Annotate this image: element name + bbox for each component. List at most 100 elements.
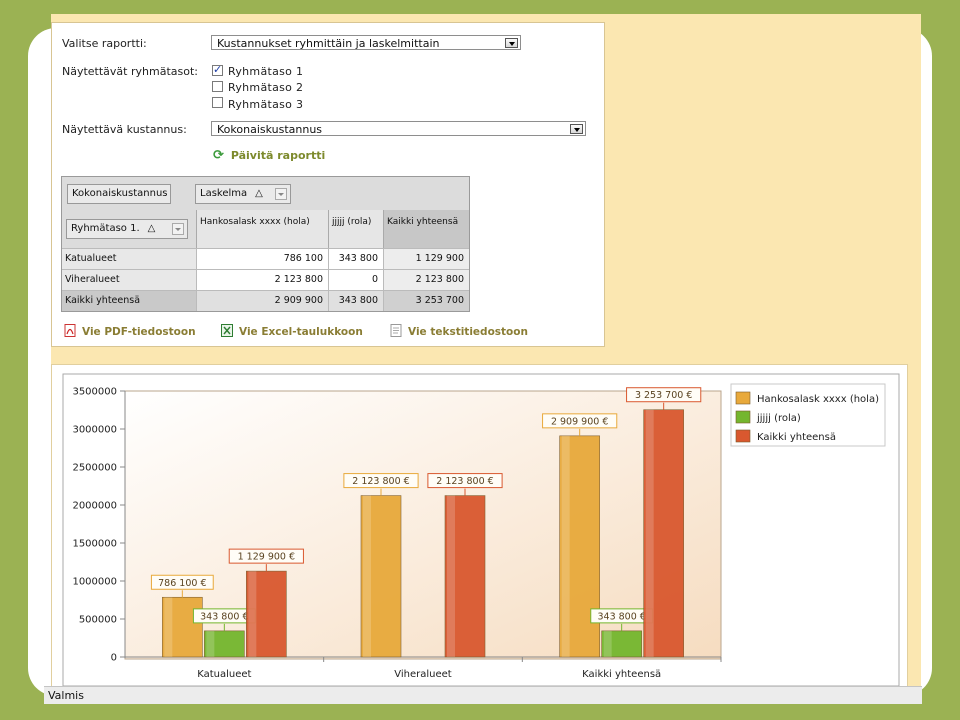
level-1-checkbox[interactable] — [212, 63, 223, 76]
data-label-box — [150, 574, 214, 590]
table-cell: 2 909 900 — [196, 290, 328, 311]
report-select[interactable]: Kustannukset ryhmittäin ja laskelmittain — [211, 35, 521, 50]
y-tick-label: 2000000 — [72, 501, 117, 512]
pivot-row-field-label: Ryhmätaso 1. — [71, 223, 140, 234]
data-label-box — [343, 473, 419, 489]
data-label: 2 123 800 € — [436, 476, 493, 487]
legend-label: Kaikki yhteensä — [757, 432, 836, 443]
level-3-label: Ryhmätaso 3 — [228, 98, 304, 111]
table-cell: 2 123 800 — [383, 269, 469, 290]
level-2-label: Ryhmätaso 2 — [228, 81, 304, 94]
levels-label: Näytettävät ryhmätasot: — [62, 65, 198, 78]
text-file-icon — [390, 324, 402, 337]
export-text-label: Vie tekstitiedostoon — [408, 326, 528, 338]
y-tick-label: 3000000 — [72, 425, 117, 436]
chevron-down-icon[interactable] — [505, 38, 518, 48]
pivot-column-header: Hankosalask xxxx (hola) — [196, 210, 328, 248]
legend-swatch — [735, 429, 751, 443]
table-cell: 786 100 — [196, 248, 328, 269]
legend-swatch — [735, 391, 751, 405]
report-select-value: Kustannukset ryhmittäin ja laskelmittain — [217, 37, 440, 50]
pdf-icon — [64, 324, 76, 337]
sort-triangle-icon: △ — [147, 223, 156, 234]
bar-highlight — [603, 630, 612, 657]
pivot-data-field-button[interactable]: Kokonaiskustannus — [67, 184, 171, 204]
y-tick-label: 1500000 — [72, 539, 117, 550]
export-excel-link[interactable]: Vie Excel-taulukkoon — [221, 324, 363, 338]
bar — [360, 495, 402, 658]
row-header: Kaikki yhteensä — [62, 290, 196, 311]
x-tick-label: Kaikki yhteensä — [582, 669, 661, 680]
bar — [162, 596, 203, 658]
legend-swatch — [735, 410, 751, 424]
y-tick-label: 500000 — [79, 615, 117, 626]
status-bar: Valmis — [44, 686, 922, 704]
pivot-column-header: Kaikki yhteensä — [383, 210, 469, 248]
bar — [643, 409, 684, 658]
cost-select-value: Kokonaiskustannus — [217, 123, 323, 136]
pivot-column-header: jjjjj (rola) — [328, 210, 383, 248]
y-tick-label: 2500000 — [72, 463, 117, 474]
row-header: Viheralueet — [62, 269, 196, 290]
excel-icon — [221, 324, 233, 337]
data-label-box — [427, 473, 503, 489]
bar — [444, 495, 486, 658]
table-cell: 2 123 800 — [196, 269, 328, 290]
refresh-icon: ⟳ — [213, 148, 224, 163]
table-row-total: Kaikki yhteensä 2 909 900 343 800 3 253 … — [62, 290, 469, 311]
cost-label: Näytettävä kustannus: — [62, 123, 187, 136]
data-label-box — [626, 387, 702, 403]
bar-highlight — [363, 495, 371, 657]
refresh-report-label: Päivitä raportti — [230, 149, 326, 162]
level-3-checkbox[interactable] — [212, 97, 223, 108]
bar-highlight — [206, 630, 215, 657]
report-label: Valitse raportti: — [62, 37, 147, 50]
bar-highlight — [645, 409, 654, 657]
pivot-column-field-label: Laskelma — [200, 188, 248, 199]
table-row: Viheralueet 2 123 800 0 2 123 800 — [62, 269, 469, 290]
data-label: 343 800 € — [597, 611, 645, 622]
chevron-down-icon[interactable] — [570, 124, 583, 134]
data-label: 1 129 900 € — [238, 552, 295, 563]
data-label-box — [228, 548, 304, 564]
y-tick-label: 0 — [111, 653, 117, 664]
legend-label: Hankosalask xxxx (hola) — [757, 394, 879, 405]
data-label: 2 123 800 € — [352, 476, 409, 487]
export-excel-label: Vie Excel-taulukkoon — [239, 326, 363, 338]
data-label: 3 253 700 € — [635, 390, 692, 401]
table-cell: 0 — [328, 269, 383, 290]
cost-select[interactable]: Kokonaiskustannus — [211, 121, 586, 136]
table-cell: 343 800 — [328, 290, 383, 311]
data-label: 343 800 € — [200, 611, 248, 622]
refresh-report-link[interactable]: ⟳ Päivitä raportti — [213, 148, 325, 163]
pivot-column-field-button[interactable]: Laskelma △ — [195, 184, 291, 204]
x-tick-label: Viheralueet — [394, 669, 452, 680]
export-text-link[interactable]: Vie tekstitiedostoon — [390, 324, 528, 338]
table-cell: 3 253 700 — [383, 290, 469, 311]
table-cell: 1 129 900 — [383, 248, 469, 269]
sort-triangle-icon: △ — [255, 188, 263, 199]
export-pdf-label: Vie PDF-tiedostoon — [82, 326, 196, 338]
bar — [601, 630, 642, 658]
export-pdf-link[interactable]: Vie PDF-tiedostoon — [64, 324, 196, 338]
y-tick-label: 3500000 — [72, 387, 117, 398]
legend-label: jjjjj (rola) — [756, 413, 801, 424]
table-cell: 343 800 — [328, 248, 383, 269]
bar-highlight — [164, 597, 173, 657]
row-header: Katualueet — [62, 248, 196, 269]
bar-highlight — [248, 571, 257, 657]
filter-dropdown-icon[interactable] — [172, 223, 184, 235]
level-2-checkbox[interactable] — [212, 81, 223, 92]
legend-box — [730, 383, 886, 447]
pivot-data-field-label: Kokonaiskustannus — [72, 188, 168, 199]
pivot-row-field-button[interactable]: Ryhmätaso 1. △ — [66, 219, 188, 239]
bar-highlight — [561, 435, 570, 657]
bar-highlight — [447, 495, 455, 657]
level-1-label: Ryhmätaso 1 — [228, 65, 304, 78]
bar — [204, 630, 245, 658]
bar — [246, 570, 287, 658]
x-tick-label: Katualueet — [197, 669, 251, 680]
filter-dropdown-icon[interactable] — [275, 188, 287, 200]
y-tick-label: 1000000 — [72, 577, 117, 588]
